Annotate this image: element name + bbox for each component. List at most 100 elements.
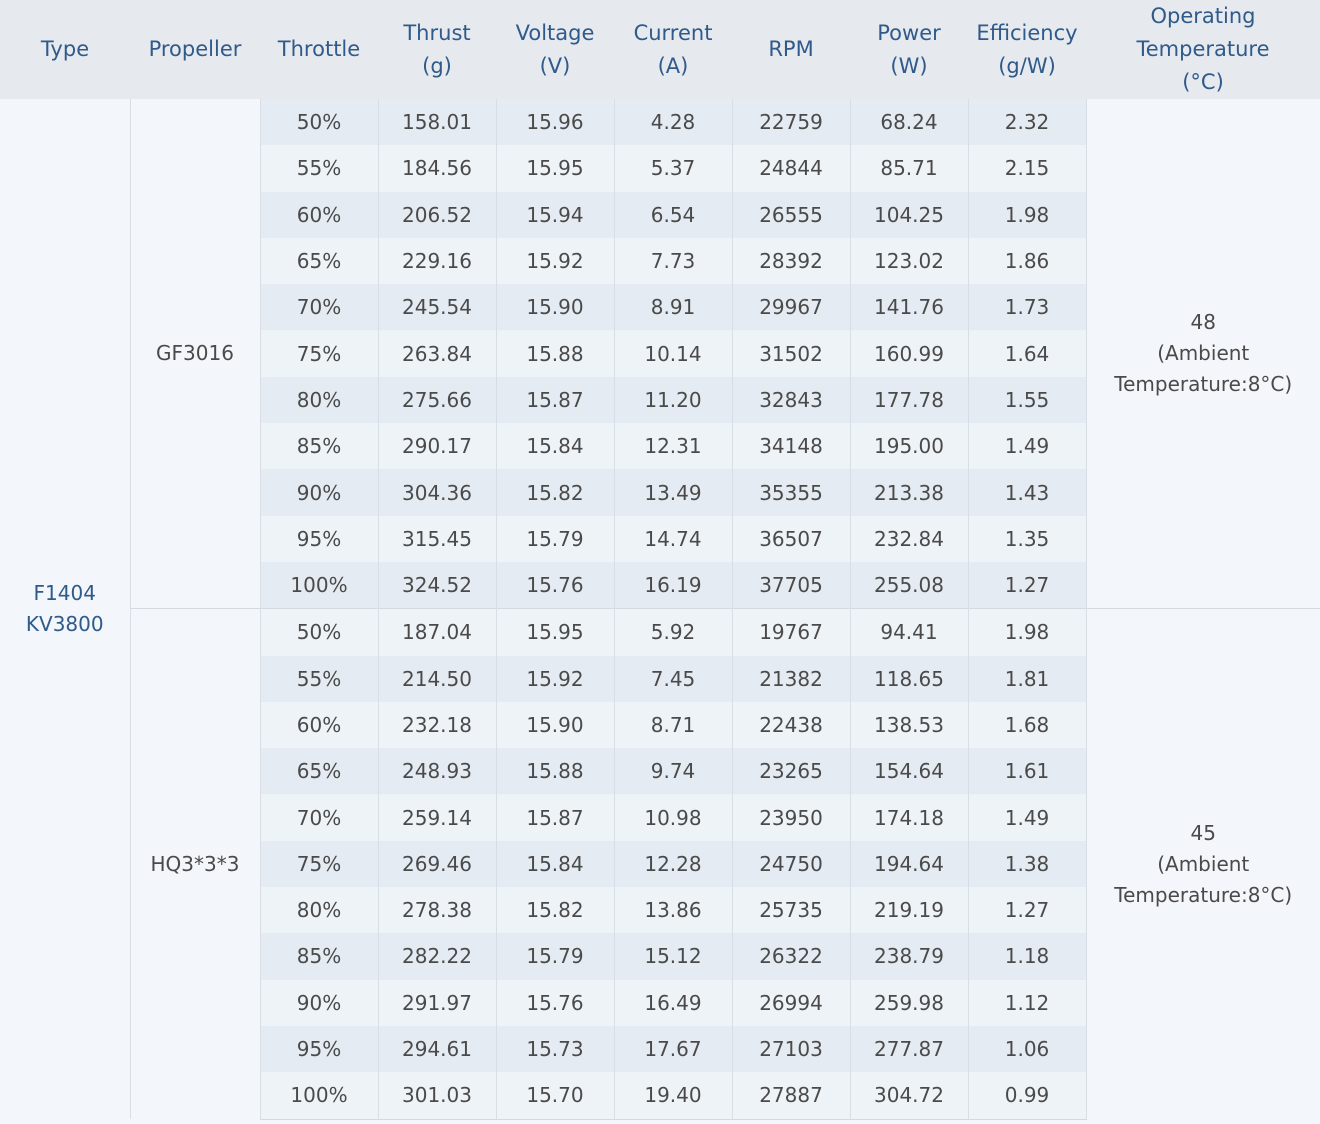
- value-cell: 15.96: [496, 99, 615, 146]
- value-cell: 26555: [732, 191, 851, 238]
- table-body: F1404 KV3800 GF3016 50% 158.01 15.96 4.28 22759…: [0, 99, 1320, 1120]
- value-cell: 85%: [260, 933, 379, 980]
- value-cell: 55%: [260, 655, 379, 702]
- value-cell: 15.84: [496, 423, 615, 470]
- value-cell: 6.54: [614, 191, 733, 238]
- value-cell: 255.08: [850, 561, 969, 609]
- cell-text: Type: [40, 37, 90, 61]
- value-cell: 315.45: [378, 515, 497, 562]
- value-cell: 206.52: [378, 191, 497, 238]
- temperature-cell: 45 (Ambient Temperature:8°C): [1086, 608, 1320, 1120]
- data-row: 55% 184.56 15.95 5.37 24844 85.71 2.15: [0, 145, 1320, 192]
- data-row: 65% 229.16 15.92 7.73 28392 123.02 1.86: [0, 237, 1320, 285]
- value-cell: 24844: [732, 145, 851, 192]
- data-row: HQ3*3*3 50% 187.04 15.95 5.92 19767 94.41 1.98 4…: [0, 608, 1320, 1120]
- value-cell: 1.27: [968, 887, 1087, 934]
- value-cell: 65%: [260, 237, 379, 285]
- value-cell: 158.01: [378, 99, 497, 146]
- value-cell: 0.99: [968, 1072, 1087, 1120]
- value-cell: 118.65: [850, 655, 969, 702]
- data-row: 75% 263.84 15.88 10.14 31502 160.99 1.64: [0, 330, 1320, 377]
- data-row: 85% 290.17 15.84 12.31 34148 195.00 1.49: [0, 423, 1320, 470]
- value-cell: 219.19: [850, 887, 969, 934]
- column-header: Voltage (V): [496, 0, 614, 99]
- data-row: 65% 248.93 15.88 9.74 23265 154.64 1.61: [0, 748, 1320, 795]
- column-header: Propeller: [130, 0, 260, 99]
- value-cell: 24750: [732, 840, 851, 888]
- value-cell: 141.76: [850, 284, 969, 331]
- column-header: RPM: [732, 0, 850, 99]
- value-cell: 1.49: [968, 794, 1087, 841]
- value-cell: 1.81: [968, 655, 1087, 702]
- value-cell: 12.31: [614, 423, 733, 470]
- value-cell: 1.06: [968, 1025, 1087, 1073]
- value-cell: 15.95: [496, 145, 615, 192]
- value-cell: 12.28: [614, 840, 733, 888]
- value-cell: 15.79: [496, 515, 615, 562]
- value-cell: 1.43: [968, 469, 1087, 516]
- value-cell: 245.54: [378, 284, 497, 331]
- value-cell: 15.88: [496, 748, 615, 795]
- value-cell: 248.93: [378, 748, 497, 795]
- value-cell: 15.12: [614, 933, 733, 980]
- value-cell: 1.55: [968, 376, 1087, 424]
- cell-text: (Ambient: [1157, 851, 1250, 876]
- value-cell: 1.35: [968, 515, 1087, 562]
- value-cell: 1.98: [968, 191, 1087, 238]
- value-cell: 50%: [260, 608, 379, 656]
- data-row: 100% 324.52 15.76 16.19 37705 255.08 1.27: [0, 561, 1320, 609]
- value-cell: 25735: [732, 887, 851, 934]
- value-cell: 1.49: [968, 423, 1087, 470]
- cell-text: (V): [539, 53, 571, 78]
- value-cell: 15.92: [496, 655, 615, 702]
- value-cell: 7.73: [614, 237, 733, 285]
- value-cell: 75%: [260, 840, 379, 888]
- value-cell: 22759: [732, 99, 851, 146]
- value-cell: 104.25: [850, 191, 969, 238]
- value-cell: 65%: [260, 748, 379, 795]
- value-cell: 26322: [732, 933, 851, 980]
- value-cell: 282.22: [378, 933, 497, 980]
- value-cell: 37705: [732, 561, 851, 609]
- header-row: Type Propeller Throttle Thrust (g) Voltage (V)…: [0, 0, 1320, 99]
- value-cell: 23265: [732, 748, 851, 795]
- value-cell: 263.84: [378, 330, 497, 377]
- data-row: 80% 275.66 15.87 11.20 32843 177.78 1.55: [0, 376, 1320, 424]
- value-cell: 160.99: [850, 330, 969, 377]
- value-cell: 195.00: [850, 423, 969, 470]
- value-cell: 28392: [732, 237, 851, 285]
- value-cell: 304.72: [850, 1072, 969, 1120]
- value-cell: 16.49: [614, 979, 733, 1026]
- value-cell: 15.90: [496, 284, 615, 331]
- cell-text: Temperature: [1136, 37, 1270, 61]
- value-cell: 68.24: [850, 99, 969, 146]
- value-cell: 23950: [732, 794, 851, 841]
- value-cell: 15.70: [496, 1072, 615, 1120]
- cell-text: Temperature:8°C): [1114, 372, 1293, 397]
- value-cell: 7.45: [614, 655, 733, 702]
- value-cell: 214.50: [378, 655, 497, 702]
- column-header: Thrust (g): [378, 0, 496, 99]
- value-cell: 4.28: [614, 99, 733, 146]
- cell-text: 45: [1190, 820, 1216, 845]
- temperature-cell: 48 (Ambient Temperature:8°C): [1086, 99, 1320, 609]
- value-cell: 32843: [732, 376, 851, 424]
- value-cell: 184.56: [378, 145, 497, 192]
- value-cell: 15.82: [496, 469, 615, 516]
- data-row: 90% 291.97 15.76 16.49 26994 259.98 1.12: [0, 979, 1320, 1026]
- cell-text: Thrust: [403, 20, 471, 45]
- value-cell: 85%: [260, 423, 379, 470]
- value-cell: 19.40: [614, 1072, 733, 1120]
- value-cell: 1.12: [968, 979, 1087, 1026]
- value-cell: 9.74: [614, 748, 733, 795]
- data-row: 90% 304.36 15.82 13.49 35355 213.38 1.43: [0, 469, 1320, 516]
- cell-text: (Ambient: [1157, 341, 1250, 366]
- data-row: 60% 206.52 15.94 6.54 26555 104.25 1.98: [0, 191, 1320, 238]
- value-cell: 60%: [260, 191, 379, 238]
- value-cell: 70%: [260, 794, 379, 841]
- value-cell: 174.18: [850, 794, 969, 841]
- cell-text: (g): [422, 53, 452, 78]
